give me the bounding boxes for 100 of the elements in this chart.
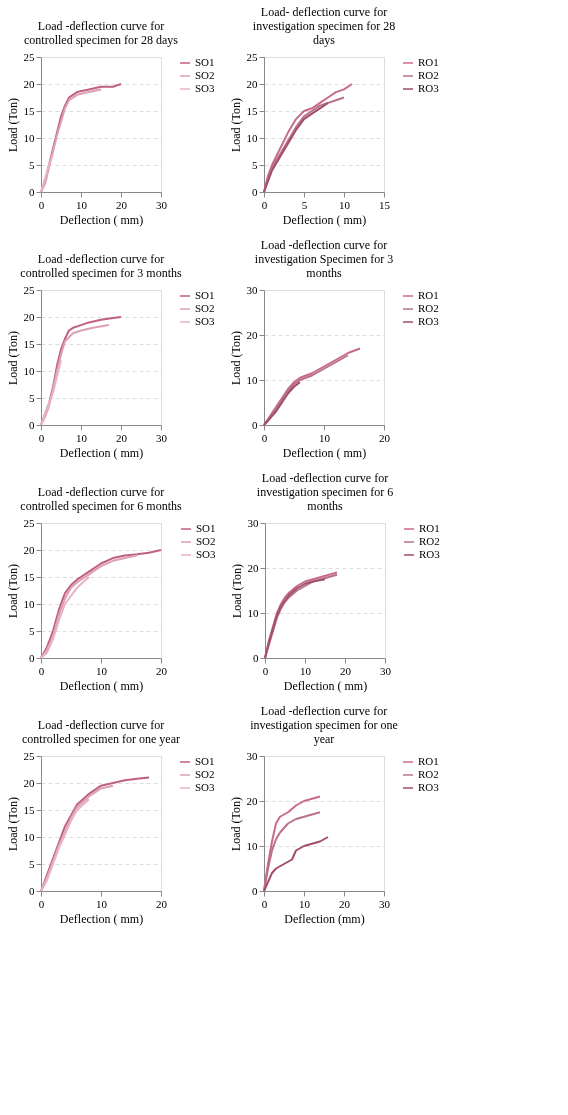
legend-label: RO2 [418,69,439,81]
y-tick-label: 30 [247,516,259,529]
y-axis-title: Load (Ton) [5,796,20,852]
x-axis-title: Deflection ( mm) [59,678,144,693]
chart-title: Load -deflection curve for controlled specimen for 3 months [20,252,182,280]
legend-label: SO2 [196,535,216,547]
y-tick-label: 5 [29,624,35,637]
y-axis-title: Load (Ton) [5,97,20,153]
y-axis-title: Load (Ton) [229,563,244,619]
y-tick-label: 5 [29,158,35,171]
chart-title: Load -deflection curve for investigation specimen for 6 months [256,471,394,513]
y-tick-label: 15 [23,337,35,350]
x-tick-label: 10 [76,431,88,444]
y-tick-label: 20 [247,561,259,574]
x-tick-label: 0 [38,664,45,677]
y-tick-label: 15 [23,104,35,117]
x-tick-label: 10 [339,198,351,211]
legend-label: SO2 [195,302,215,314]
y-tick-label: 25 [246,50,258,63]
y-tick-label: 20 [23,776,35,789]
x-tick-label: 30 [156,431,168,444]
legend-label: RO3 [418,315,440,327]
y-tick-label: 5 [29,857,35,870]
y-tick-label: 10 [23,597,35,610]
y-tick-label: 25 [23,283,35,296]
y-tick-label: 25 [23,50,35,63]
x-tick-label: 20 [379,431,391,444]
y-axis-title: Load (Ton) [228,97,243,153]
y-tick-label: 10 [246,373,258,386]
chart-title: Load -deflection curve for controlled specimen for one year [22,718,180,746]
y-tick-label: 5 [29,391,35,404]
x-tick-label: 20 [156,897,168,910]
legend-label: RO2 [418,768,439,780]
y-tick-label: 20 [23,77,35,90]
legend-label: SO3 [195,781,216,793]
y-tick-label: 20 [23,543,35,556]
legend-label: RO3 [418,82,440,94]
x-tick-label: 10 [319,431,331,444]
x-axis-title: Deflection ( mm) [59,445,144,460]
legend-label: SO1 [196,522,216,534]
legend-label: SO3 [195,315,216,327]
y-tick-label: 5 [252,158,258,171]
x-tick-label: 30 [379,897,391,910]
x-axis-title: Deflection (mm) [284,911,365,926]
y-axis-title: Load (Ton) [5,563,20,619]
y-tick-label: 0 [29,418,35,431]
x-tick-label: 0 [38,431,45,444]
x-tick-label: 10 [300,664,312,677]
x-tick-label: 10 [76,198,88,211]
x-axis-title: Deflection ( mm) [283,678,368,693]
x-axis-title: Deflection ( mm) [282,445,367,460]
y-tick-label: 0 [253,651,259,664]
legend-label: SO1 [195,755,215,767]
y-tick-label: 15 [23,803,35,816]
y-tick-label: 10 [23,364,35,377]
chart-title: Load -deflection curve for investigation specimen for one year [250,704,398,746]
y-tick-label: 0 [29,884,35,897]
x-tick-label: 30 [380,664,392,677]
legend-label: RO1 [419,522,440,534]
y-axis-title: Load (Ton) [5,330,20,386]
y-tick-label: 10 [247,606,259,619]
x-axis-title: Deflection ( mm) [59,911,144,926]
y-tick-label: 10 [246,131,258,144]
legend-label: SO1 [195,289,215,301]
x-tick-label: 10 [96,897,108,910]
legend-label: SO2 [195,768,215,780]
x-axis-title: Deflection ( mm) [282,212,367,227]
y-tick-label: 0 [252,418,258,431]
y-tick-label: 15 [246,104,258,117]
legend-label: RO3 [418,781,440,793]
y-tick-label: 10 [23,131,35,144]
x-tick-label: 5 [301,198,308,211]
y-tick-label: 30 [246,749,258,762]
y-tick-label: 15 [23,570,35,583]
legend-label: SO3 [196,548,217,560]
x-tick-label: 0 [261,897,268,910]
y-tick-label: 20 [246,77,258,90]
chart-title: Load -deflection curve for controlled specimen for 6 months [20,485,182,513]
legend-label: SO3 [195,82,216,94]
legend-label: RO2 [418,302,439,314]
y-tick-label: 0 [252,185,258,198]
legend-label: SO1 [195,56,215,68]
x-axis-title: Deflection ( mm) [59,212,144,227]
chart-title: Load- deflection curve for investigation specimen for 28 days [252,5,396,47]
y-tick-label: 25 [23,749,35,762]
x-tick-label: 20 [340,664,352,677]
y-axis-title: Load (Ton) [228,330,243,386]
x-tick-label: 0 [261,431,268,444]
x-tick-label: 20 [116,198,128,211]
x-tick-label: 20 [156,664,168,677]
y-axis-title: Load (Ton) [228,796,243,852]
legend-label: RO1 [418,755,439,767]
x-tick-label: 30 [156,198,168,211]
x-tick-label: 15 [379,198,391,211]
legend-label: RO3 [419,548,441,560]
y-tick-label: 25 [23,516,35,529]
legend-label: SO2 [195,69,215,81]
x-tick-label: 0 [262,664,269,677]
x-tick-label: 10 [299,897,311,910]
x-tick-label: 0 [261,198,268,211]
